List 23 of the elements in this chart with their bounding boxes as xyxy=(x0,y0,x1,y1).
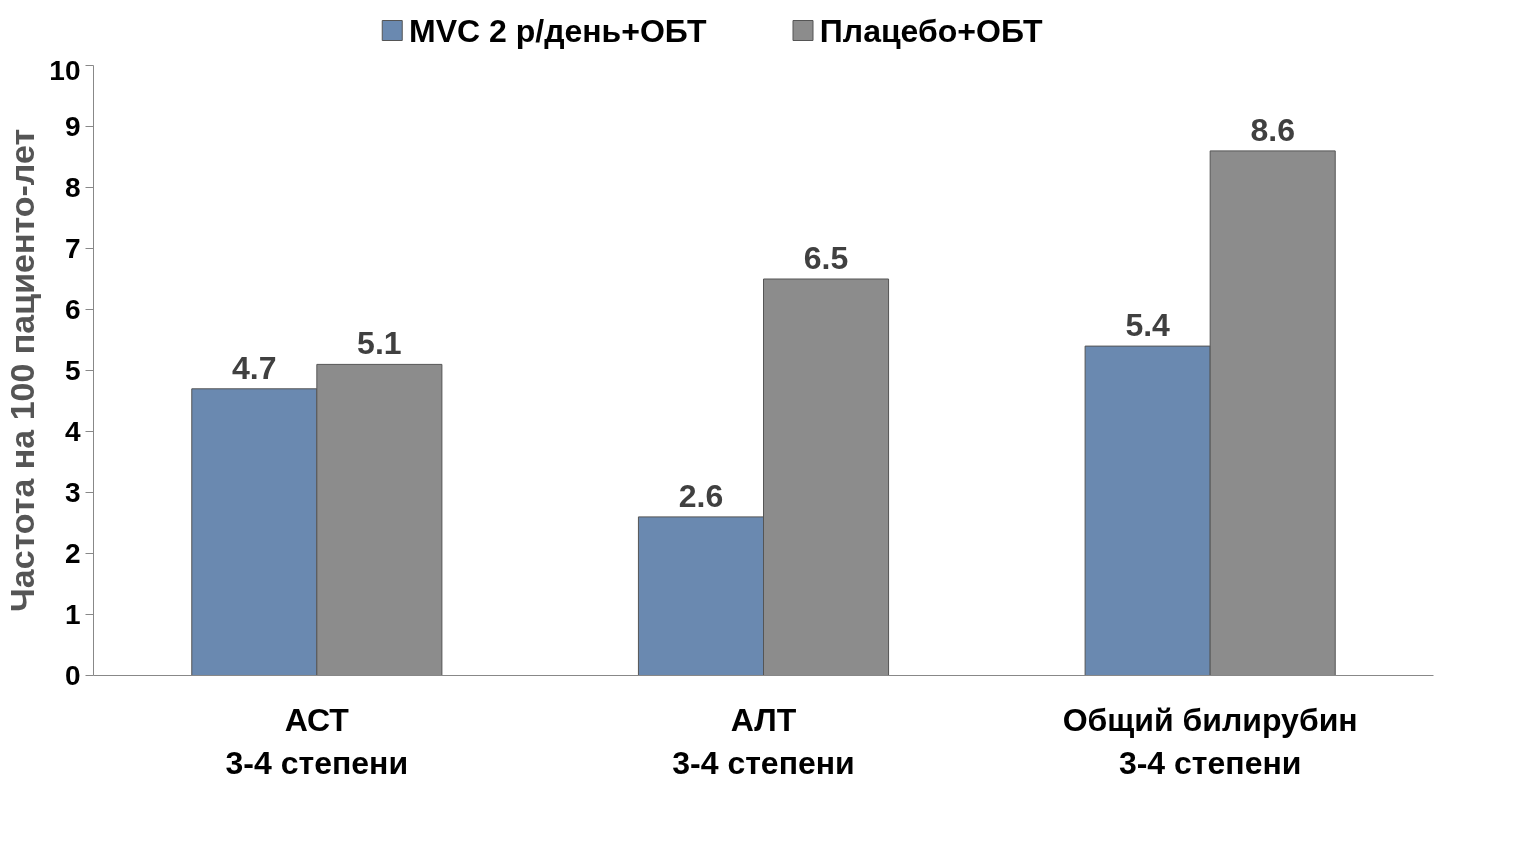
y-tick-label: 7 xyxy=(64,233,81,264)
data-label: 5.1 xyxy=(357,325,402,362)
y-tick-label: 1 xyxy=(64,599,81,630)
data-label: 8.6 xyxy=(1250,111,1295,148)
data-label: 2.6 xyxy=(678,477,724,514)
y-tick-label: 6 xyxy=(64,294,81,325)
y-tick-label: 3 xyxy=(64,477,81,508)
data-label: 5.4 xyxy=(1125,307,1171,344)
x-tick-label: Общий билирубин 3-4 степени xyxy=(1062,701,1358,781)
x-tick-label: АЛТ 3-4 степени xyxy=(672,701,855,781)
data-label: 6.5 xyxy=(803,240,849,276)
y-tick-label: 2 xyxy=(64,538,81,569)
x-tick-label: АСТ 3-4 степени xyxy=(225,701,409,781)
y-tick-label: 0 xyxy=(64,660,81,691)
y-axis-title: Частота на 100 пациенто-лет xyxy=(3,128,42,613)
y-tick-label: 8 xyxy=(64,172,81,203)
y-tick-label: 10 xyxy=(49,54,81,86)
y-tick-label: 4 xyxy=(64,416,81,447)
legend-label: Плацебо+ОБТ xyxy=(819,12,1044,49)
data-label: 4.7 xyxy=(232,349,277,386)
legend-label: MVC 2 р/день+ОБТ xyxy=(409,12,708,49)
y-tick-label: 5 xyxy=(64,355,81,386)
y-tick-label: 9 xyxy=(64,111,81,142)
